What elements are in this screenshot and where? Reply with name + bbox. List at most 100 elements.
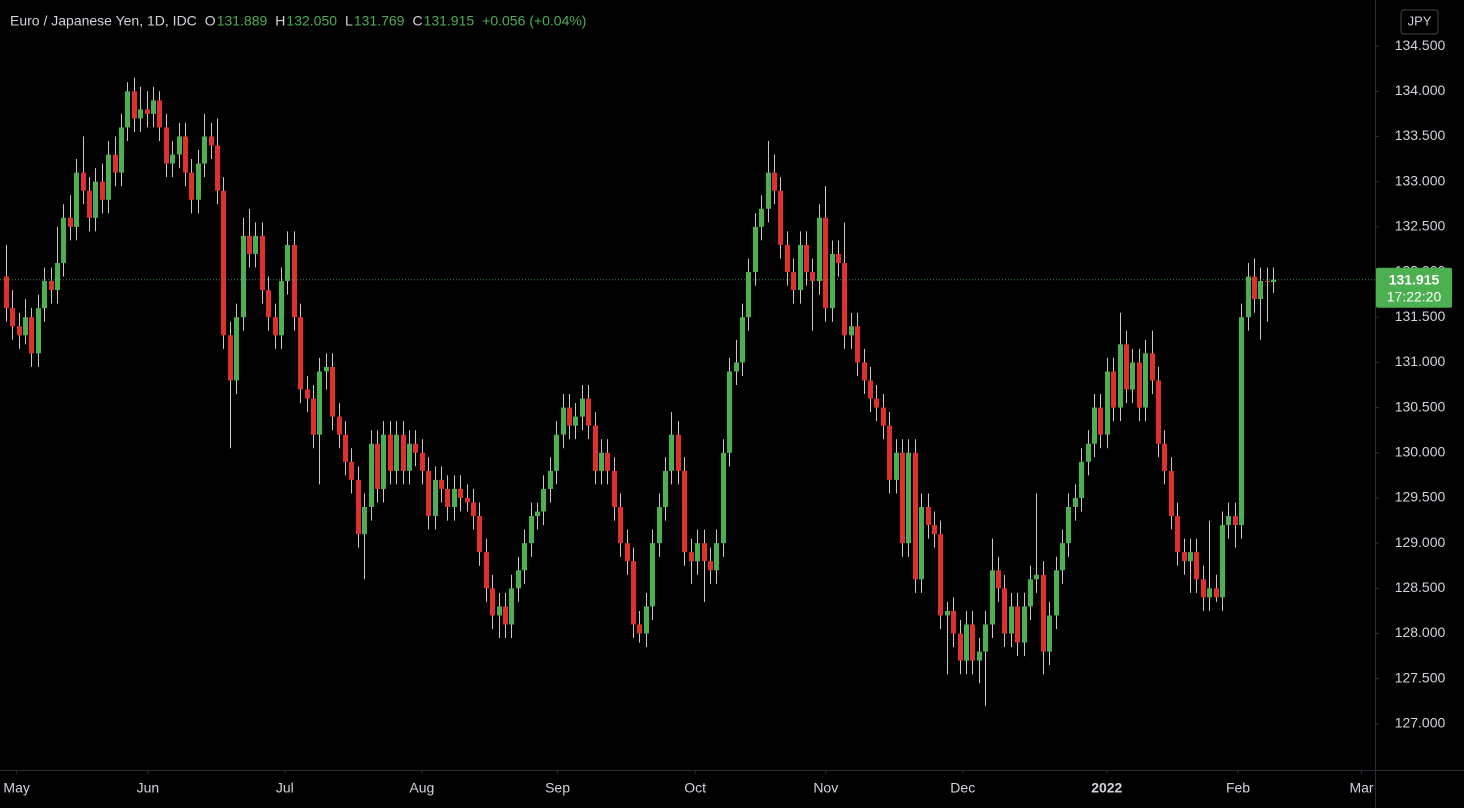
candle-body — [1271, 279, 1276, 283]
x-tick-label: Jun — [137, 780, 160, 796]
plot-area — [0, 77, 1375, 706]
candle-body — [669, 434, 674, 471]
candle-body — [599, 452, 604, 471]
candle-body — [1194, 552, 1199, 580]
candle-body — [1079, 461, 1084, 498]
candle-body — [317, 371, 322, 435]
candle-body — [727, 371, 732, 453]
candle-body — [503, 606, 508, 625]
candle-body — [554, 434, 559, 471]
candle-body — [1188, 552, 1193, 562]
candle-body — [253, 235, 258, 254]
candle-body — [445, 488, 450, 508]
candle-body — [1130, 362, 1135, 390]
candle-body — [241, 235, 246, 318]
candle-body — [1143, 353, 1148, 408]
candle-body — [964, 624, 969, 661]
candle-body — [1226, 516, 1231, 526]
candle-body — [708, 561, 713, 571]
candle-body — [1002, 588, 1007, 634]
ohlc-field-label: C — [412, 13, 422, 29]
y-tick-label: 129.500 — [1395, 489, 1446, 505]
candle-body — [535, 511, 540, 517]
candle-body — [759, 208, 764, 227]
candle-body — [298, 317, 303, 390]
candle-body — [900, 452, 905, 544]
candle-body — [4, 276, 9, 309]
candle-body — [1182, 552, 1187, 562]
candle-body — [682, 470, 687, 553]
candle-body — [42, 281, 47, 309]
currency-button[interactable] — [1400, 9, 1439, 35]
candle-body — [266, 290, 271, 318]
candle-body — [151, 100, 156, 114]
candle-body — [746, 272, 751, 318]
candle-body — [1239, 317, 1244, 526]
candle-body — [113, 154, 118, 173]
candle-body — [1220, 525, 1225, 598]
candle-body — [369, 443, 374, 508]
candle-body — [1098, 407, 1103, 435]
candle-body — [394, 434, 399, 471]
candle-body — [183, 136, 188, 173]
candle-body — [1252, 276, 1257, 300]
candle-body — [932, 525, 937, 535]
candle-body — [1111, 371, 1116, 408]
candle-body — [292, 244, 297, 318]
candle-body — [1258, 281, 1263, 300]
candle-body — [138, 109, 143, 119]
candle-body — [830, 253, 835, 309]
symbol-title: Euro / Japanese Yen, 1D, IDC — [10, 13, 197, 29]
candle-body — [509, 588, 514, 625]
candle-body — [1150, 353, 1155, 381]
ohlc-field-label: O — [205, 13, 216, 29]
candle-body — [381, 434, 386, 489]
candle-body — [362, 507, 367, 535]
candle-body — [164, 127, 169, 164]
candle-body — [919, 507, 924, 580]
x-tick-label: Nov — [813, 780, 838, 796]
candle-body — [234, 317, 239, 381]
ohlc-field-value: 131.889 — [217, 13, 268, 29]
candle-body — [273, 317, 278, 336]
candle-body — [1041, 574, 1046, 652]
candle-body — [1246, 276, 1251, 318]
candle-body — [951, 610, 956, 634]
candle-body — [573, 416, 578, 426]
candle-body — [753, 226, 758, 273]
y-tick-label: 132.500 — [1395, 218, 1446, 234]
candle-body — [945, 610, 950, 616]
candle-body — [1060, 543, 1065, 571]
candle-body — [260, 235, 265, 291]
ohlc-field-label: L — [345, 13, 353, 29]
candle-body — [938, 534, 943, 616]
candle-body — [420, 452, 425, 471]
candle-body — [689, 552, 694, 562]
y-tick-label: 130.500 — [1395, 398, 1446, 414]
x-tick-label: Mar — [1349, 780, 1373, 796]
candle-body — [887, 425, 892, 480]
candle-body — [894, 452, 899, 480]
candle-body — [823, 217, 828, 309]
currency-label: JPY — [1408, 13, 1432, 28]
candle-body — [650, 543, 655, 607]
candle-body — [605, 452, 610, 471]
candle-body — [1233, 516, 1238, 526]
candle-body — [330, 366, 335, 417]
candle-body — [119, 127, 124, 173]
y-tick-label: 128.500 — [1395, 579, 1446, 595]
ohlc-field-value: 131.915 — [424, 13, 475, 29]
candle-body — [196, 163, 201, 200]
candle-body — [913, 452, 918, 580]
candle-body — [1265, 281, 1270, 283]
candle-body — [407, 443, 412, 471]
candle-body — [586, 398, 591, 426]
x-tick-label: 2022 — [1091, 780, 1122, 796]
candle-body — [36, 308, 41, 354]
candle-body — [125, 91, 130, 128]
candle-body — [1175, 516, 1180, 553]
candle-body — [100, 181, 105, 200]
candle-body — [881, 407, 886, 426]
